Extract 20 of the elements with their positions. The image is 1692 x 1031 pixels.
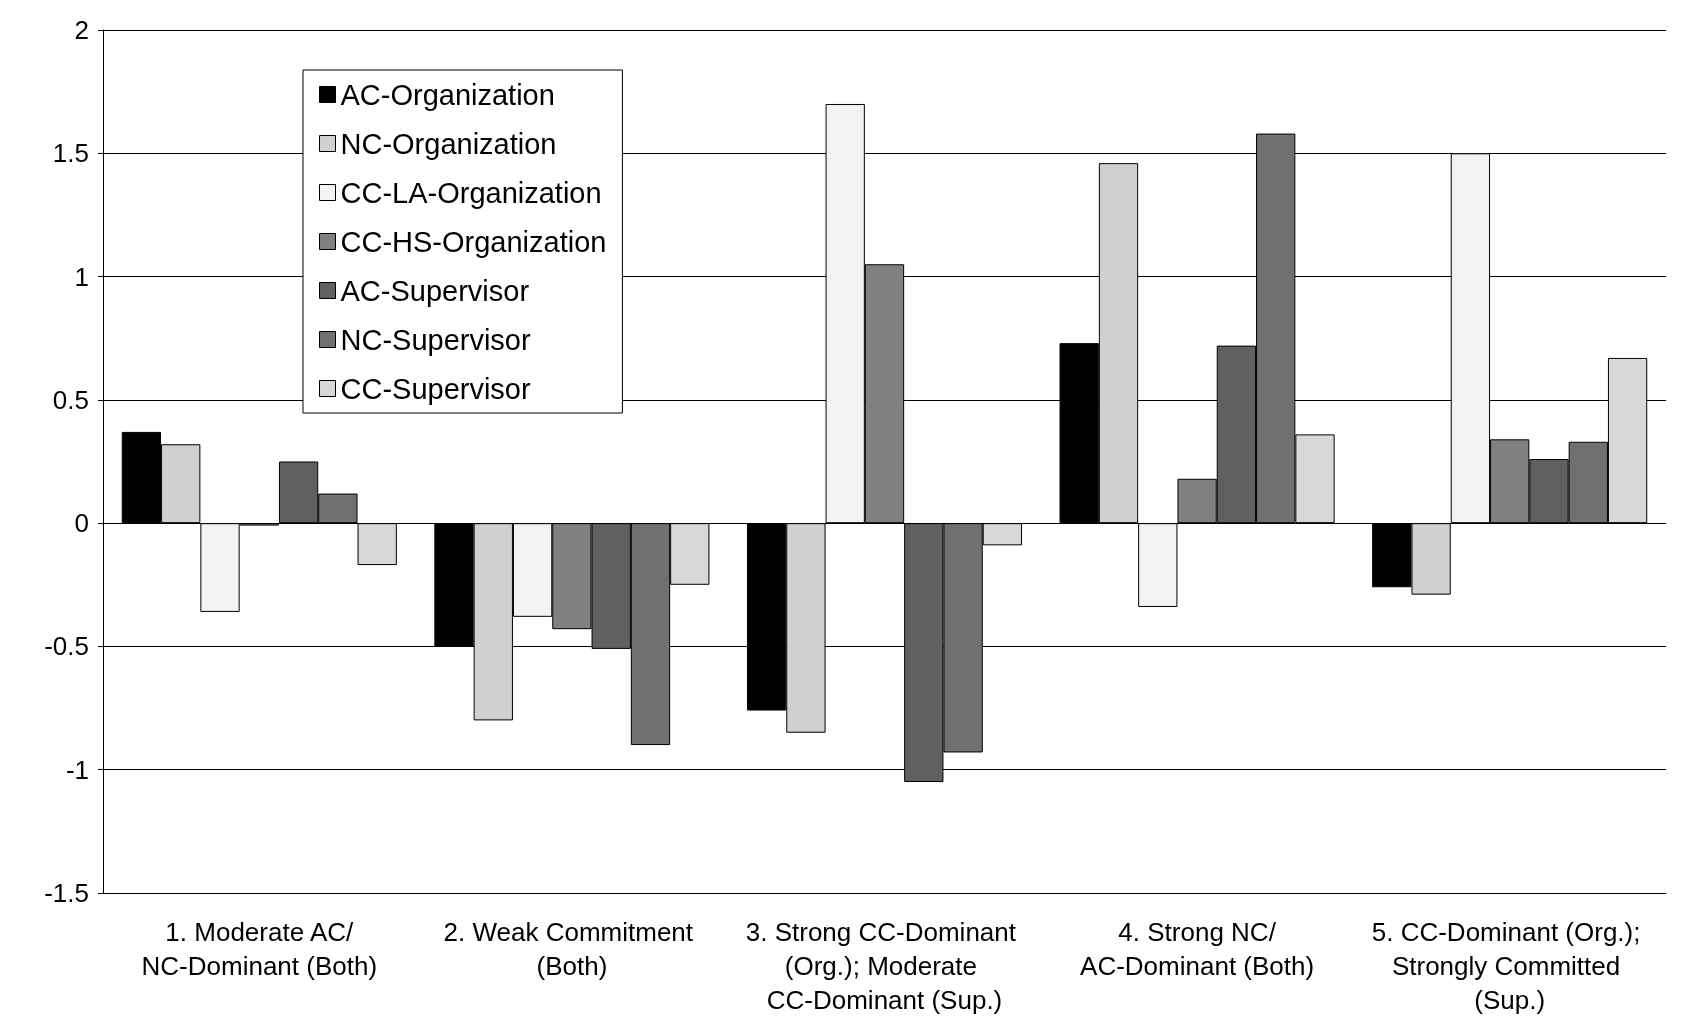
legend-label: NC-Supervisor: [340, 323, 531, 356]
y-tick-label: 0: [74, 508, 89, 539]
x-tick-label: 4. Strong NC/AC-Dominant (Both): [1080, 917, 1315, 981]
y-tick-label: 2: [74, 15, 89, 45]
legend-label: AC-Supervisor: [340, 274, 530, 307]
x-tick-label: 5. CC-Dominant (Org.); Strongly Committed (Sup.): [1371, 917, 1648, 1015]
legend-label: AC-Organization: [340, 78, 555, 111]
y-tick-label: 1.5: [52, 138, 89, 169]
legend-label: NC-Organization: [340, 127, 557, 160]
legend-label: CC-LA-Organization: [340, 176, 602, 209]
y-tick-label: -0.5: [44, 631, 89, 662]
y-tick-label: -1: [65, 754, 89, 785]
y-tick-label: 1: [74, 261, 89, 292]
x-tick-label: 3. Strong CC-Dominant (Org.); Moderate CC-Dominant (Sup.): [745, 917, 1024, 1015]
y-tick-label: -1.5: [44, 878, 89, 908]
legend-label: CC-HS-Organization: [340, 225, 607, 258]
legend-label: CC-Supervisor: [340, 372, 531, 405]
x-tick-label: 1. Moderate AC/NC-Dominant (Both): [141, 917, 378, 981]
x-tick-label: 2. Weak Commitment (Both): [443, 917, 701, 981]
y-tick-label: 0.5: [52, 384, 89, 415]
